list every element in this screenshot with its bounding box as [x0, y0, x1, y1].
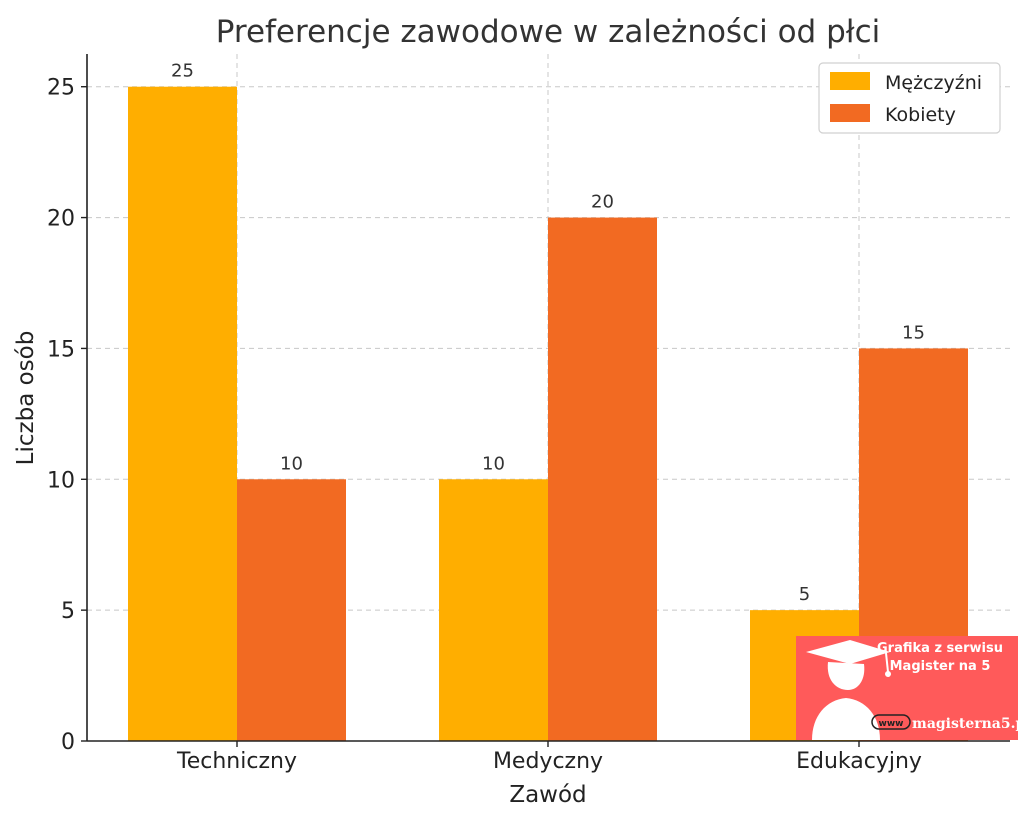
legend: Mężczyźni Kobiety	[818, 62, 1001, 134]
y-tick-label: 0	[61, 730, 75, 755]
y-tick-label: 20	[47, 207, 75, 232]
tick-labels: 0 5 10 15 20 25 Techniczny Medyczny Edukacyjny	[47, 76, 922, 774]
y-tick-label: 25	[47, 76, 75, 101]
bar-value-label: 15	[902, 322, 925, 343]
bar-value-label: 20	[591, 192, 614, 213]
bar-men-techniczny	[128, 86, 237, 741]
watermark-badge: 5 Grafika z serwisu Magister na 5 www ma…	[796, 636, 1024, 740]
x-tick-label: Medyczny	[493, 749, 603, 774]
legend-label-women: Kobiety	[885, 104, 956, 126]
bar-value-label: 10	[482, 453, 505, 474]
legend-swatch-men	[830, 72, 870, 90]
y-tick-label: 10	[47, 468, 75, 493]
watermark-url: magisterna5.pl	[912, 716, 1024, 732]
y-tick-label: 5	[61, 599, 75, 624]
bar-men-medyczny	[439, 479, 548, 741]
chart-title: Preferencje zawodowe w zależności od płc…	[216, 14, 881, 50]
watermark-digit: 5	[827, 708, 845, 738]
watermark-line1: Grafika z serwisu	[877, 641, 1003, 656]
bar-women-techniczny	[237, 479, 346, 741]
bar-value-label: 10	[280, 453, 303, 474]
y-axis-label: Liczba osób	[13, 331, 39, 466]
graduate-icon	[806, 640, 891, 740]
legend-swatch-women	[830, 104, 870, 122]
bar-value-label: 5	[799, 584, 810, 605]
watermark-line2: Magister na 5	[890, 659, 991, 674]
x-tick-label: Edukacyjny	[796, 749, 922, 774]
watermark-www: www	[879, 719, 904, 729]
x-tick-label: Techniczny	[176, 749, 297, 774]
legend-label-men: Mężczyźni	[885, 72, 982, 94]
bar-women-medyczny	[548, 217, 657, 742]
bar-value-labels: 25 10 5 10 20 15	[171, 61, 925, 605]
axes	[81, 54, 1010, 747]
x-axis-label: Zawód	[509, 782, 586, 808]
www-pill	[871, 714, 911, 730]
y-tick-label: 15	[47, 337, 75, 362]
bar-value-label: 25	[171, 61, 194, 82]
